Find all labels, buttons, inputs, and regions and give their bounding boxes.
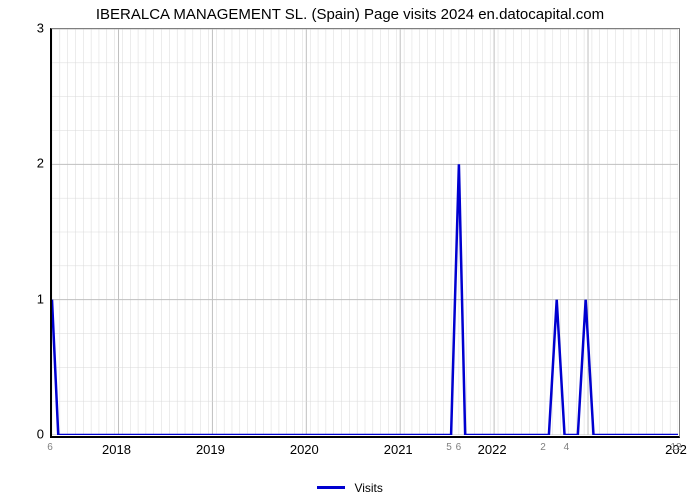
y-tick-label: 2: [37, 156, 44, 171]
legend-label: Visits: [354, 481, 382, 495]
chart-title: IBERALCA MANAGEMENT SL. (Spain) Page vis…: [0, 6, 700, 23]
x-tick-label: 2021: [384, 442, 413, 457]
y-tick-label: 0: [37, 427, 44, 442]
point-label: 12: [670, 442, 681, 453]
legend-swatch: [317, 486, 345, 489]
chart-container: IBERALCA MANAGEMENT SL. (Spain) Page vis…: [0, 0, 700, 500]
point-label: 2: [540, 442, 546, 453]
legend: Visits: [0, 480, 700, 495]
y-tick-label: 1: [37, 291, 44, 306]
x-tick-label: 2020: [290, 442, 319, 457]
point-label: 5: [446, 442, 452, 453]
x-tick-label: 2019: [196, 442, 225, 457]
point-label: 4: [564, 442, 570, 453]
point-label: 6: [47, 442, 53, 453]
chart-svg: [52, 29, 678, 435]
y-tick-label: 3: [37, 21, 44, 36]
x-tick-label: 2022: [478, 442, 507, 457]
plot-area: [50, 28, 680, 438]
x-tick-label: 2018: [102, 442, 131, 457]
point-label: 6: [456, 442, 462, 453]
